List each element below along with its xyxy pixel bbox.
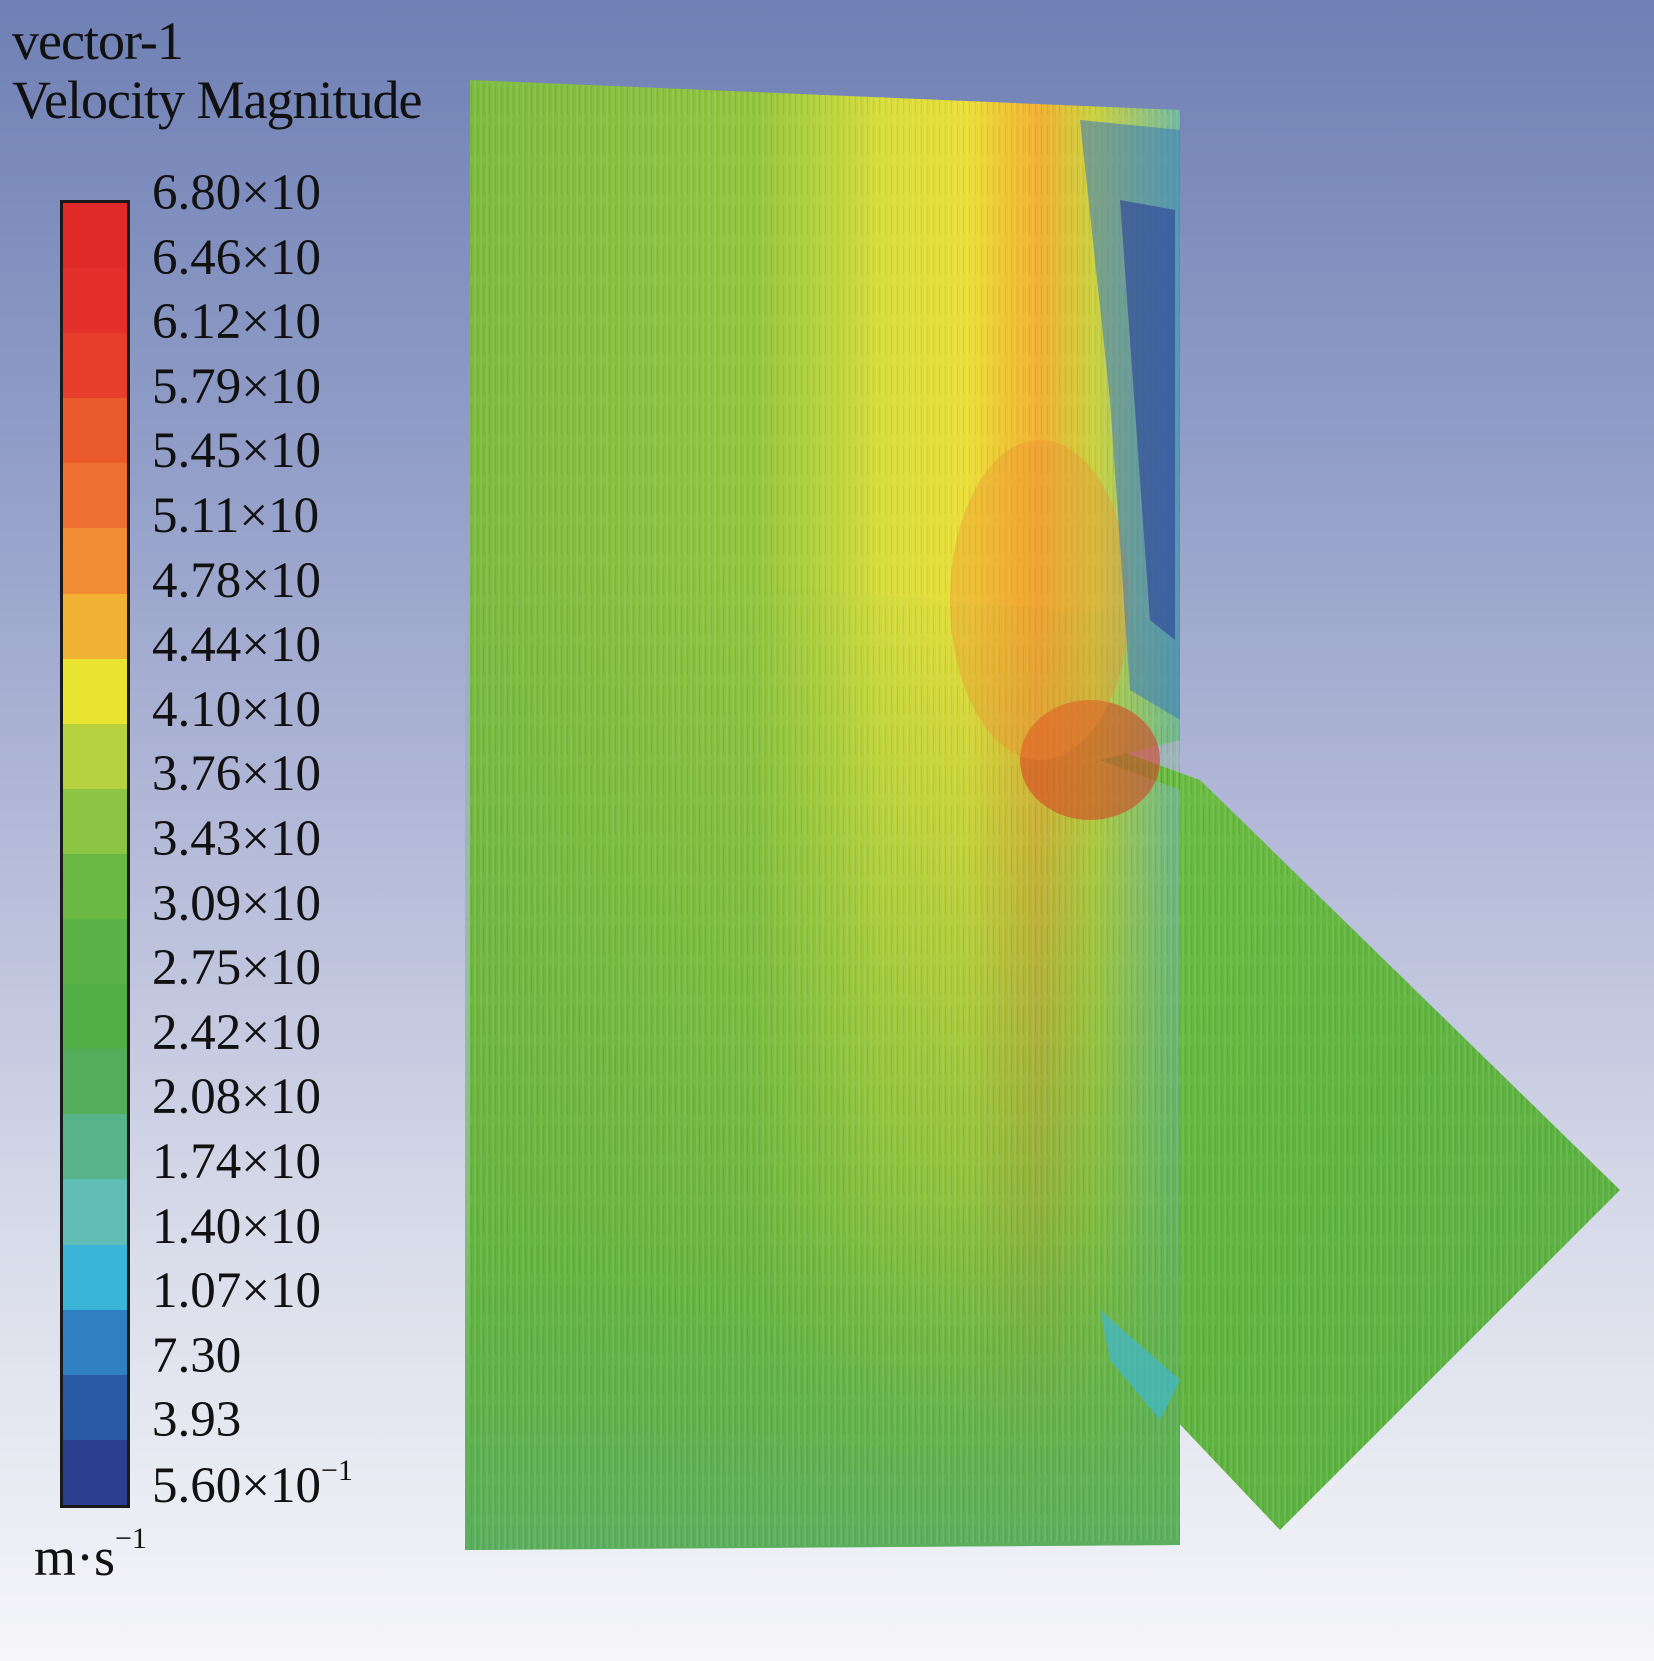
color-band bbox=[63, 853, 127, 920]
color-scale-tick-label: 1.74×10 bbox=[152, 1137, 321, 1188]
color-band bbox=[63, 398, 127, 464]
color-band bbox=[63, 593, 127, 659]
color-band bbox=[63, 333, 127, 399]
junction-high-velocity-region bbox=[950, 440, 1160, 820]
tick-label-value: 5.79×10 bbox=[152, 358, 322, 415]
tick-label-value: 6.46×10 bbox=[152, 229, 322, 286]
color-scale-tick-label: 5.11×10 bbox=[152, 491, 319, 542]
tick-label-value: 5.11×10 bbox=[152, 488, 320, 544]
color-scale-tick-label: 2.75×10 bbox=[152, 943, 321, 994]
color-scale-tick-label: 5.45×10 bbox=[152, 426, 321, 477]
color-scale-tick-label: 1.40×10 bbox=[152, 1198, 322, 1255]
color-band bbox=[63, 203, 127, 269]
color-band bbox=[63, 1309, 127, 1375]
color-band bbox=[63, 984, 127, 1050]
tick-label-value: 4.10×10 bbox=[152, 681, 322, 738]
tick-label-value: 5.60×10 bbox=[152, 1458, 322, 1514]
color-scale-tick-label: 7.30 bbox=[152, 1327, 242, 1384]
color-scale-tick-label: 4.78×10 bbox=[152, 552, 322, 609]
title-line-2: Velocity Magnitude bbox=[12, 70, 422, 130]
color-scale-tick-label: 5.60×10−1 bbox=[152, 1456, 353, 1514]
color-band bbox=[63, 1049, 127, 1115]
color-scale-tick-label: 6.12×10 bbox=[152, 297, 321, 348]
color-scale-tick-label: 4.44×10 bbox=[152, 620, 321, 671]
color-scale-tick-label: 3.09×10 bbox=[152, 875, 322, 932]
tick-label-value: 7.30 bbox=[152, 1327, 242, 1384]
branch-pipe bbox=[1090, 740, 1620, 1530]
units-base: m·s bbox=[34, 1527, 115, 1587]
tick-label-value: 6.12×10 bbox=[152, 294, 322, 351]
color-band bbox=[63, 1244, 127, 1310]
color-band bbox=[63, 658, 127, 724]
color-band bbox=[63, 788, 127, 854]
tick-label-value: 4.44×10 bbox=[152, 617, 322, 674]
tick-label-value: 3.09×10 bbox=[152, 875, 322, 932]
color-scale-tick-label: 6.80×10 bbox=[152, 168, 321, 219]
title-line-1: vector-1 bbox=[12, 11, 184, 71]
tick-label-value: 5.45×10 bbox=[152, 423, 322, 480]
color-scale-tick-label: 1.07×10 bbox=[152, 1266, 321, 1317]
tick-label-value: 2.42×10 bbox=[152, 1004, 322, 1061]
color-scale-tick-label: 3.43×10 bbox=[152, 814, 321, 865]
color-band bbox=[63, 723, 127, 789]
color-scale-tick-label: 6.46×10 bbox=[152, 229, 322, 286]
color-band bbox=[63, 463, 127, 529]
color-scale-bar bbox=[60, 200, 130, 1508]
color-scale-tick-label: 3.93 bbox=[152, 1395, 241, 1446]
main-pipe-streaks bbox=[470, 80, 1180, 1550]
lower-junction-cyan-edge bbox=[1100, 1310, 1180, 1420]
tick-label-value: 4.78×10 bbox=[152, 552, 322, 609]
tick-label-value: 3.43×10 bbox=[152, 811, 322, 867]
color-band bbox=[63, 919, 127, 985]
tick-label-value: 2.08×10 bbox=[152, 1069, 322, 1126]
tick-label-value: 2.75×10 bbox=[152, 940, 322, 997]
tick-label-value: 1.07×10 bbox=[152, 1263, 322, 1320]
color-band bbox=[63, 1374, 127, 1440]
units-exponent: −1 bbox=[115, 1522, 147, 1555]
color-scale-tick-label: 3.76×10 bbox=[152, 749, 321, 800]
tick-label-exponent: −1 bbox=[321, 1454, 353, 1487]
junction-red-streaks bbox=[1020, 700, 1160, 820]
color-band bbox=[63, 1179, 127, 1245]
tick-label-value: 3.76×10 bbox=[152, 746, 322, 803]
junction-orange-glow bbox=[950, 440, 1130, 760]
color-band bbox=[63, 1114, 127, 1180]
wake-low-velocity-region bbox=[1080, 120, 1180, 720]
main-pipe bbox=[465, 80, 1180, 1550]
tick-label-value: 1.74×10 bbox=[152, 1134, 322, 1190]
units-label: m·s−1 bbox=[34, 1524, 147, 1587]
color-scale-tick-label: 5.79×10 bbox=[152, 358, 322, 415]
color-band bbox=[63, 268, 127, 334]
color-scale-tick-label: 4.10×10 bbox=[152, 681, 322, 738]
color-band bbox=[63, 528, 127, 594]
wake-dark-blue-core bbox=[1120, 200, 1175, 640]
tick-label-value: 1.40×10 bbox=[152, 1198, 322, 1255]
color-scale-tick-label: 2.08×10 bbox=[152, 1072, 321, 1123]
color-band bbox=[63, 1439, 127, 1505]
tick-label-value: 6.80×10 bbox=[152, 165, 322, 221]
color-scale-tick-label: 2.42×10 bbox=[152, 1004, 322, 1061]
branch-pipe-streaks bbox=[1090, 740, 1620, 1530]
tick-label-value: 3.93 bbox=[152, 1392, 242, 1449]
